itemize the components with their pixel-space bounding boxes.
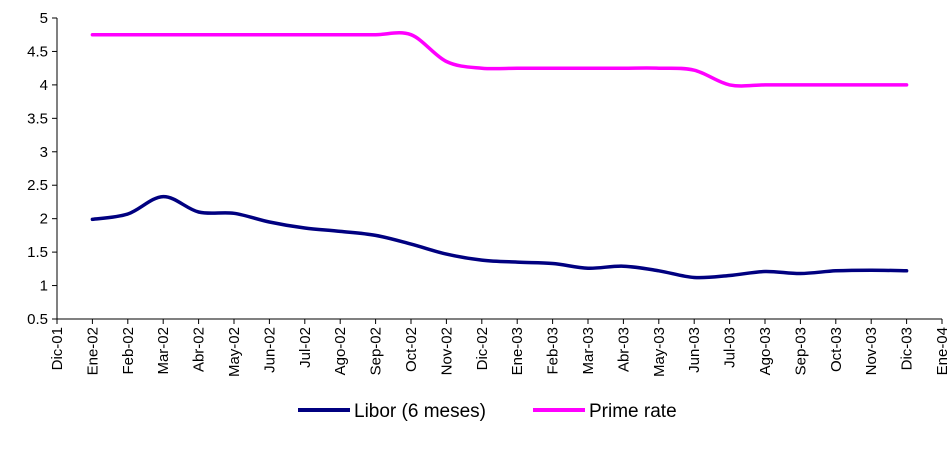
x-tick-label: Jul-03 xyxy=(722,327,739,368)
x-tick-label: Sep-03 xyxy=(792,327,809,375)
legend-label-prime-rate: Prime rate xyxy=(589,401,677,422)
x-tick-label: Nov-02 xyxy=(438,327,455,375)
x-tick-label: Abr-02 xyxy=(191,327,208,372)
y-tick-label: 5 xyxy=(40,10,48,27)
x-tick-label: Feb-03 xyxy=(545,327,562,375)
chart-series xyxy=(90,31,909,280)
x-tick-label: Ene-03 xyxy=(509,327,526,375)
x-tick-label: Sep-02 xyxy=(368,327,385,375)
legend-label-libor: Libor (6 meses) xyxy=(354,401,486,422)
chart-legend: Libor (6 meses) Prime rate xyxy=(298,401,677,422)
x-tick-label: Dic-01 xyxy=(49,327,66,370)
x-tick-label: Feb-02 xyxy=(120,327,137,375)
y-tick-label: 3 xyxy=(40,144,48,161)
x-tick-label: Jun-02 xyxy=(261,327,278,373)
y-tick-label: 1.5 xyxy=(27,244,48,261)
y-tick-label: 4.5 xyxy=(27,43,48,60)
series-line-libor xyxy=(90,194,909,280)
x-tick-label: May-03 xyxy=(651,327,668,377)
y-tick-label: 4 xyxy=(40,77,48,94)
x-tick-label: Jun-03 xyxy=(686,327,703,373)
x-tick-label: May-02 xyxy=(226,327,243,377)
x-tick-label: Oct-02 xyxy=(403,327,420,372)
y-tick-label: 0.5 xyxy=(27,311,48,328)
x-tick-label: Mar-02 xyxy=(155,327,172,375)
x-tick-label: Dic-03 xyxy=(899,327,916,370)
y-tick-label: 3.5 xyxy=(27,110,48,127)
x-tick-label: Oct-03 xyxy=(828,327,845,372)
y-tick-label: 2.5 xyxy=(27,177,48,194)
x-axis-ticks: Dic-01 Ene-02 Feb-02 Mar-02 Abr-02 May-02 Jun-… xyxy=(49,319,951,377)
x-tick-label: Nov-03 xyxy=(863,327,880,375)
y-tick-label: 1 xyxy=(40,278,48,295)
x-tick-label: Abr-03 xyxy=(615,327,632,372)
series-line-prime-rate xyxy=(90,31,909,88)
x-tick-label: Dic-02 xyxy=(474,327,491,370)
x-tick-label: Jul-02 xyxy=(297,327,314,368)
x-tick-label: Ago-03 xyxy=(757,327,774,375)
x-tick-label: Ene-04 xyxy=(934,327,951,375)
y-axis-ticks: 0.5 1 1.5 2 2.5 3 3.5 4 4.5 5 xyxy=(27,10,57,328)
x-tick-label: Mar-03 xyxy=(580,327,597,375)
x-tick-label: Ago-02 xyxy=(332,327,349,375)
chart-axes xyxy=(56,18,942,320)
x-tick-label: Ene-02 xyxy=(84,327,101,375)
y-tick-label: 2 xyxy=(40,211,48,228)
